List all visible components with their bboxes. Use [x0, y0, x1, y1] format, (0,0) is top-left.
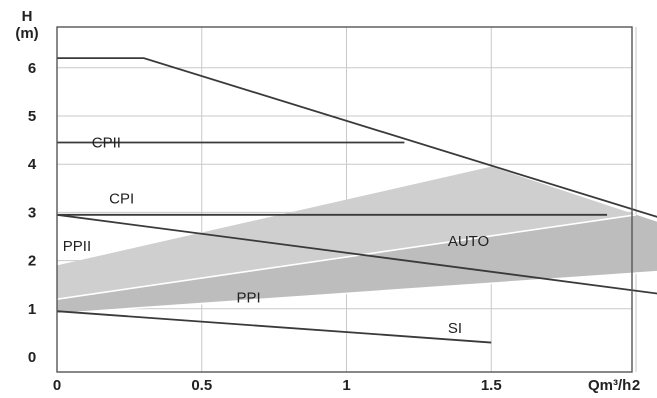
curve-siii: [57, 57, 657, 218]
y-tick-label-3: 3: [28, 204, 36, 221]
curve-si: [56, 310, 492, 344]
label-cpii: CPII: [92, 134, 121, 151]
y-tick-label-1: 1: [28, 301, 36, 318]
x-axis-title: Qm³/h: [588, 377, 631, 394]
label-ppi: PPI: [236, 290, 260, 307]
x-tick-label-0: 0: [53, 377, 61, 394]
y-tick-label-4: 4: [28, 156, 37, 173]
y-tick-label-5: 5: [28, 108, 36, 125]
y-tick-label-2: 2: [28, 253, 36, 270]
label-cpi: CPI: [109, 191, 134, 208]
y-tick-label-0: 0: [28, 349, 36, 366]
y-tick-label-6: 6: [28, 60, 36, 77]
series-layer: [56, 57, 657, 344]
curve-label-layer: CPIICPIPPIIAUTOPPISISIISIII: [63, 134, 489, 337]
curve-sii: [56, 213, 657, 295]
tick-label-layer: 00.511.522.533.50123456: [28, 60, 640, 394]
label-ppii: PPII: [63, 238, 91, 255]
y-axis-title-top: H: [22, 8, 33, 25]
ppii-boundary-line: [56, 214, 637, 300]
ppi-boundary-line: [56, 270, 657, 315]
auto-area-layer: [56, 166, 657, 315]
x-tick-label-3: 1.5: [481, 377, 502, 394]
label-si: SI: [448, 320, 462, 337]
x-tick-label-2: 1: [342, 377, 350, 394]
x-tick-label-1: 0.5: [191, 377, 212, 394]
y-axis-title-bottom: (m): [15, 25, 38, 42]
auto-region-inner: [57, 214, 657, 314]
plot-frame: [56, 26, 633, 373]
x-tick-label-4: 2: [632, 377, 640, 394]
label-auto: AUTO: [448, 233, 489, 250]
